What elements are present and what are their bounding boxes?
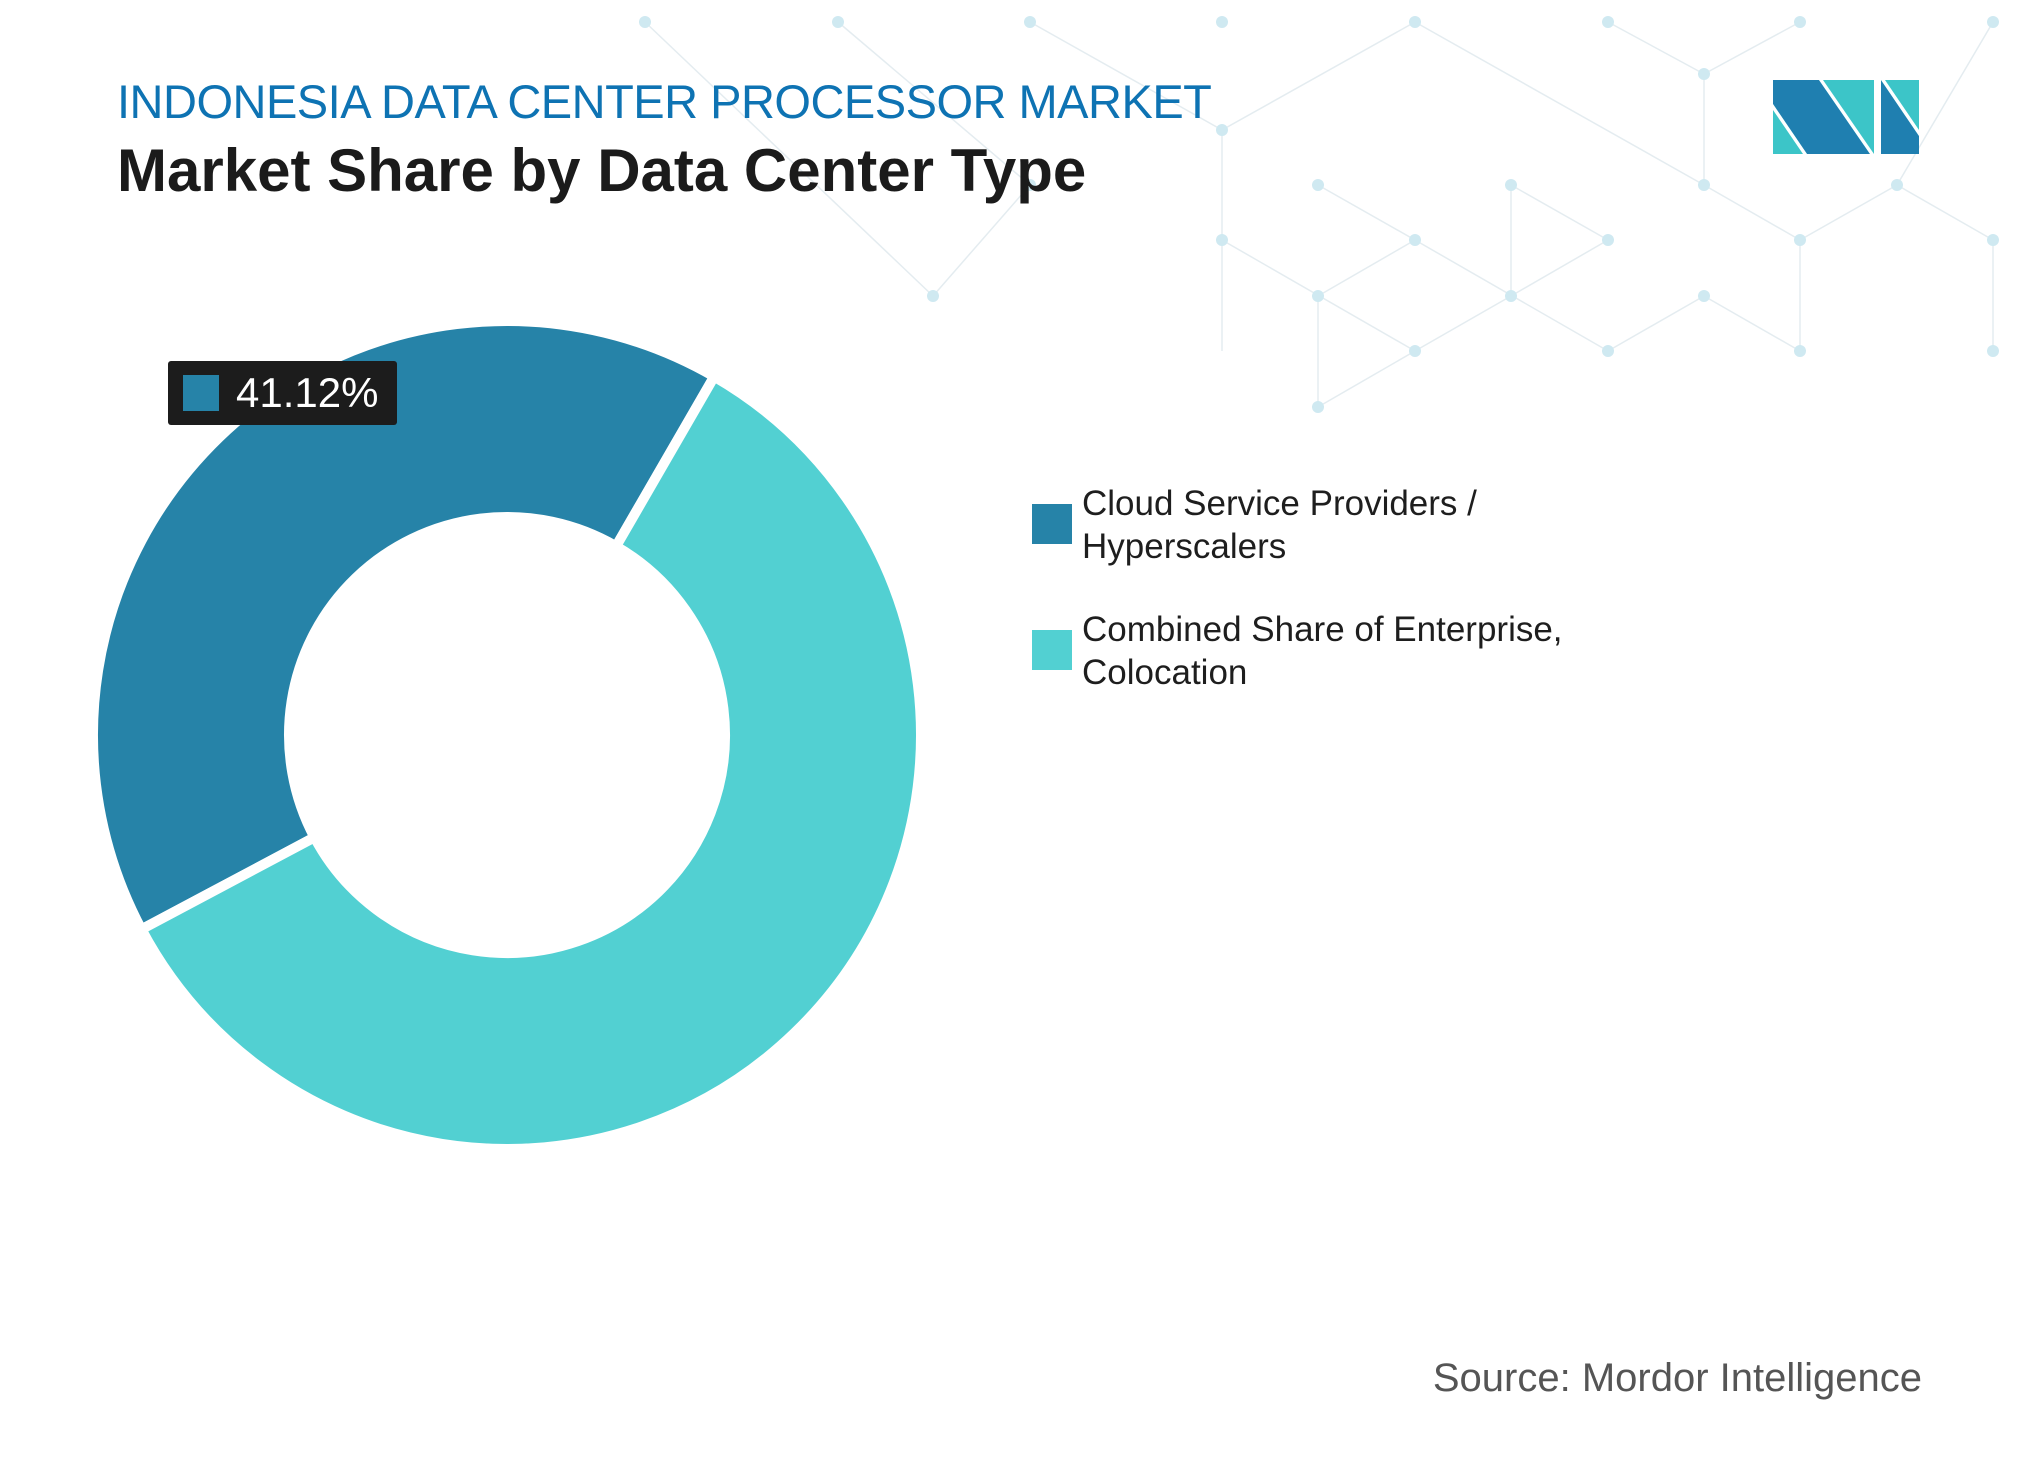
pattern-dot [1409, 345, 1421, 357]
pattern-line [1414, 295, 1512, 352]
mordor-logo-icon [1773, 80, 1919, 154]
pattern-dot [639, 16, 651, 28]
pattern-line [1317, 239, 1416, 297]
pattern-dot [1505, 290, 1517, 302]
pattern-dot [1216, 124, 1228, 136]
pattern-line [1607, 21, 1705, 75]
pattern-dot [1312, 179, 1324, 191]
chart-title: INDONESIA DATA CENTER PROCESSOR MARKET [117, 75, 1212, 128]
pattern-line [1317, 350, 1416, 408]
pattern-line [1221, 21, 1416, 131]
pattern-line [1799, 184, 1898, 241]
pattern-line [1510, 239, 1609, 297]
pattern-dot [1794, 16, 1806, 28]
pattern-line [1896, 184, 1994, 241]
donut-slice-0 [88, 316, 722, 937]
pattern-dot [1987, 16, 1999, 28]
source-note: Source: Mordor Intelligence [1432, 1356, 1922, 1400]
pattern-dot [1312, 401, 1324, 413]
pattern-dot [1312, 290, 1324, 302]
pattern-line [932, 184, 1031, 297]
pattern-dot [1602, 16, 1614, 28]
pattern-dot [1409, 234, 1421, 246]
legend-swatch-light [1032, 630, 1072, 670]
pattern-dot [1891, 179, 1903, 191]
pattern-line [1607, 295, 1705, 352]
pattern-line [644, 21, 934, 297]
pattern-line [1317, 184, 1416, 241]
pattern-dot [1794, 234, 1806, 246]
pattern-dot [1024, 16, 1036, 28]
pattern-line [1510, 184, 1609, 241]
pattern-line [837, 21, 1031, 186]
pattern-dot [1409, 16, 1421, 28]
legend-label: Cloud Service Providers / Hyperscalers [1082, 484, 1477, 566]
donut-slice-1 [134, 369, 926, 1154]
pattern-dot [1698, 179, 1710, 191]
pattern-line [1703, 295, 1801, 352]
legend-item-enterprise: Combined Share of Enterprise, Colocation [1032, 608, 1642, 694]
pattern-dot [1505, 179, 1517, 191]
legend: Cloud Service Providers / Hyperscalers C… [1032, 482, 1642, 734]
pattern-dot [1698, 68, 1710, 80]
pattern-line [1703, 184, 1801, 241]
pattern-dot [927, 290, 939, 302]
pattern-line [1414, 21, 1705, 186]
legend-label: Combined Share of Enterprise, Colocation [1082, 610, 1563, 692]
pattern-line [1703, 21, 1801, 75]
pattern-dot [1602, 345, 1614, 357]
donut-chart [88, 316, 926, 1154]
pattern-line [1029, 21, 1223, 131]
data-label-value: 41.12% [236, 369, 379, 416]
pattern-dot [1602, 234, 1614, 246]
pattern-dot [1024, 179, 1036, 191]
pattern-dot [1216, 234, 1228, 246]
legend-item-cloud: Cloud Service Providers / Hyperscalers [1032, 482, 1642, 568]
pattern-dot [1987, 234, 1999, 246]
pattern-dot [1794, 345, 1806, 357]
chart-subtitle: Market Share by Data Center Type [117, 137, 1087, 204]
pattern-dot [1698, 290, 1710, 302]
pattern-dot [832, 16, 844, 28]
data-label-swatch [183, 375, 219, 411]
data-label-box: 41.12% [168, 361, 397, 425]
pattern-dot [1987, 345, 1999, 357]
pattern-line [1896, 21, 1994, 186]
legend-swatch-dark [1032, 504, 1072, 544]
pattern-dot [1216, 16, 1228, 28]
